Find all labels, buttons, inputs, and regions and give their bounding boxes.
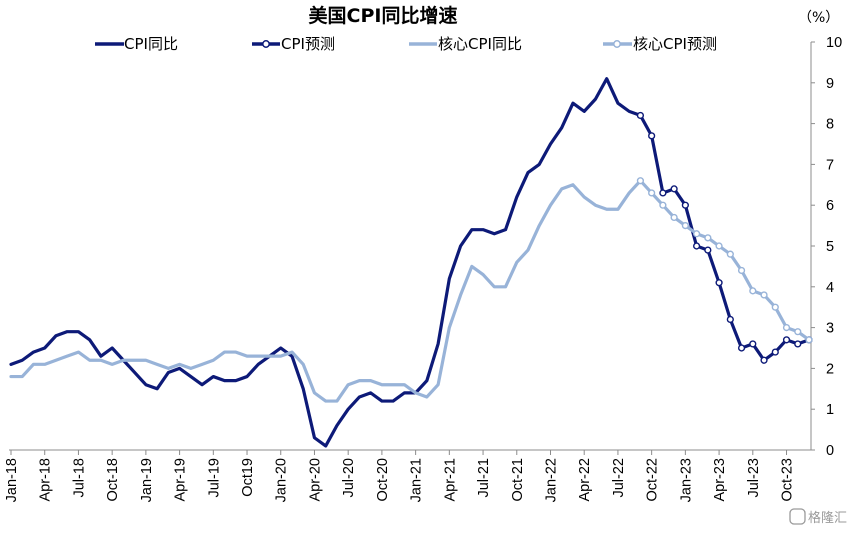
x-tick-label: Oct-20 (375, 458, 391, 502)
x-tick-label: Oct19 (240, 458, 256, 497)
x-tick-label: Apr-20 (307, 458, 323, 502)
series-point-cpi-forecast (636, 111, 645, 120)
x-tick-label: Apr-19 (173, 458, 189, 502)
x-tick-label: Apr-23 (712, 458, 728, 502)
series-point-cpi-forecast (749, 340, 757, 348)
series-point-core-cpi-forecast (659, 201, 667, 209)
legend: CPI同比 CPI预测 核心CPI同比 核心CPI预测 (95, 35, 717, 53)
x-tick-label: Oct-18 (105, 458, 121, 502)
x-tick-label: Jul-20 (341, 458, 357, 498)
series-point-core-cpi-forecast (737, 266, 746, 275)
series-point-cpi-forecast (715, 279, 723, 287)
axes: 0 1 2 3 4 5 6 7 8 9 10 Jan-18 Apr-18 Jul-18 Oct-18 Jan-… (4, 35, 842, 502)
series-point-cpi-forecast (794, 340, 802, 348)
legend-label-cpi: CPI同比 (124, 35, 178, 53)
x-tick-label: Jan-20 (274, 458, 290, 502)
series-point-cpi-forecast (771, 348, 779, 356)
series-point-cpi-forecast (726, 315, 734, 324)
y-tick-label: 0 (826, 443, 834, 459)
x-tick-label: Jan-23 (678, 458, 694, 502)
y-tick-label: 5 (826, 239, 834, 255)
x-tick-label: Oct-23 (780, 458, 796, 502)
y-tick-label: 3 (826, 321, 834, 337)
series-point-cpi-forecast (648, 132, 656, 140)
y-tick-label: 9 (826, 76, 834, 92)
legend-marker-cpi-forecast (262, 40, 270, 48)
x-tick-label: Jul-18 (71, 458, 87, 498)
y-tick-label: 2 (826, 361, 834, 377)
watermark: 格隆汇 (789, 508, 847, 526)
series-point-core-cpi-forecast (749, 287, 757, 295)
series-point-cpi-forecast (659, 189, 667, 197)
x-tick-label: Jul-23 (746, 458, 762, 498)
x-tick-label: Jul-21 (476, 458, 492, 498)
legend-item-core-cpi-forecast: 核心CPI预测 (603, 35, 717, 53)
y-tick-label: 8 (826, 117, 834, 133)
series-point-core-cpi-forecast (805, 336, 813, 344)
series-point-core-cpi-forecast (704, 234, 712, 242)
x-tick-label: Apr-22 (577, 458, 593, 502)
series-point-cpi-forecast (737, 344, 746, 352)
legend-item-cpi-forecast: CPI预测 (252, 35, 335, 53)
x-tick-label: Jul-22 (611, 458, 627, 498)
x-tick-label: Jan-21 (409, 458, 425, 502)
y-tick-label: 6 (826, 198, 834, 214)
series-point-cpi-forecast (670, 185, 678, 193)
series-point-core-cpi-forecast (681, 222, 689, 230)
watermark-text: 格隆汇 (808, 510, 847, 526)
legend-label-core-cpi: 核心CPI同比 (438, 35, 522, 53)
series-line-core-cpi (9, 179, 643, 403)
y-tick-label: 10 (826, 35, 842, 51)
x-tick-label: Oct-22 (645, 458, 661, 502)
series-point-core-cpi-forecast (636, 177, 645, 185)
y-tick-label: 1 (826, 402, 834, 418)
chart-title: 美国CPI同比增速 (309, 4, 458, 27)
series-point-core-cpi-forecast (760, 291, 768, 299)
x-tick-label: Apr-18 (38, 458, 54, 502)
watermark-logo-icon (789, 508, 806, 525)
y-tick-label: 4 (826, 280, 834, 296)
x-tick-label: Jan-22 (543, 458, 559, 502)
legend-label-cpi-forecast: CPI预测 (281, 35, 335, 53)
series-point-core-cpi-forecast (794, 328, 802, 336)
series-point-core-cpi-forecast (715, 242, 723, 250)
legend-item-core-cpi: 核心CPI同比 (409, 35, 522, 53)
series-point-core-cpi-forecast (771, 303, 779, 311)
x-tick-label: Oct-21 (510, 458, 526, 502)
series-point-cpi-forecast (760, 356, 768, 364)
series-point-cpi-forecast (693, 242, 701, 250)
series-point-core-cpi-forecast (782, 324, 791, 332)
x-tick-label: Jan-19 (139, 458, 155, 502)
legend-label-core-cpi-forecast: 核心CPI预测 (633, 35, 717, 53)
series-point-cpi-forecast (782, 336, 791, 344)
legend-item-cpi: CPI同比 (95, 35, 178, 53)
x-tick-label: Apr-21 (442, 458, 458, 502)
series-line-cpi-forecast (638, 113, 811, 362)
unit-label: （%） (798, 10, 839, 26)
legend-marker-core-cpi-forecast (613, 40, 621, 48)
x-tick-label: Jan-18 (4, 458, 20, 502)
series-point-core-cpi-forecast (670, 213, 678, 222)
series-point-core-cpi-forecast (726, 250, 734, 258)
series-point-cpi-forecast (681, 201, 689, 209)
x-tick-label: Jul-19 (206, 458, 222, 498)
series-point-cpi-forecast (704, 246, 712, 254)
series-layer (9, 77, 813, 448)
series-point-core-cpi-forecast (648, 189, 656, 197)
series-point-core-cpi-forecast (693, 230, 701, 238)
y-tick-label: 7 (826, 157, 834, 173)
series-line-cpi (9, 77, 643, 448)
series-line-core-cpi-forecast (638, 179, 811, 342)
